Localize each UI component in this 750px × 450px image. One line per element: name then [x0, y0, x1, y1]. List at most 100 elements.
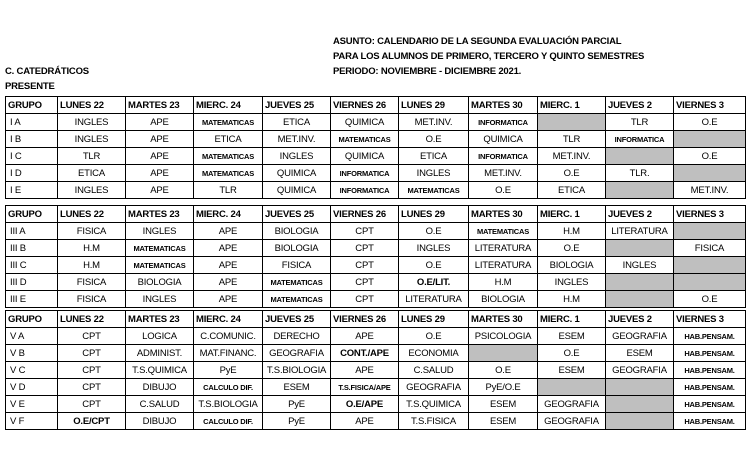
subject-cell: CALCULO DIF.	[193, 378, 263, 396]
subject-cell: GEOGRAFIA	[605, 361, 674, 379]
subject-cell: O.E	[398, 130, 469, 148]
subject-cell: INFORMATICA	[468, 147, 538, 165]
subject-cell: O.E	[537, 344, 606, 362]
subject-cell: QUIMICA	[262, 181, 331, 199]
table-row: III E FISICA INGLES APE MATEMATICAS CPT LITERA…	[5, 290, 746, 308]
subject-cell: FISICA	[57, 273, 126, 291]
group-cell: V A	[5, 327, 58, 345]
subject-cell: CPT	[330, 222, 399, 240]
column-header: LUNES 29	[398, 96, 469, 114]
subject-cell: ADMINIST.	[125, 344, 194, 362]
group-cell: III E	[5, 290, 58, 308]
subject-cell: PSICOLOGIA	[468, 327, 538, 345]
column-header: MIERC. 24	[193, 205, 263, 223]
column-header: MARTES 23	[125, 205, 194, 223]
column-header: VIERNES 26	[330, 96, 399, 114]
empty-cell	[605, 181, 674, 199]
subject-cell: TLR.	[605, 164, 674, 182]
subject-cell: INGLES	[605, 256, 674, 274]
subject-cell: O.E	[537, 239, 606, 257]
schedule-table-1: GRUPO LUNES 22 MARTES 23 MIERC. 24 JUEVES 25…	[5, 96, 746, 199]
subject-cell: ETICA	[193, 130, 263, 148]
subject-cell: O.E	[468, 181, 538, 199]
empty-cell	[673, 130, 746, 148]
subject-cell: C.SALUD	[398, 361, 469, 379]
empty-cell	[605, 147, 674, 165]
subject-cell: C.SALUD	[125, 395, 194, 413]
group-cell: I B	[5, 130, 58, 148]
subject-cell: QUIMICA	[330, 147, 399, 165]
table-row: III D FISICA BIOLOGIA APE MATEMATICAS CPT O.E/…	[5, 273, 746, 291]
recipient: C. CATEDRÁTICOS	[5, 66, 89, 77]
subject-cell: BIOLOGIA	[125, 273, 194, 291]
subject-cell: INGLES	[57, 113, 126, 131]
subject-cell: CONT./APE	[330, 344, 399, 362]
subject-cell: T.S.QUIMICA	[398, 395, 469, 413]
group-cell: V B	[5, 344, 58, 362]
subject-cell: ECONOMIA	[398, 344, 469, 362]
column-header: VIERNES 26	[330, 205, 399, 223]
subject-cell: PyE	[262, 395, 331, 413]
subject-cell: PyE	[262, 412, 331, 430]
table-row: V A CPT LOGICA C.COMUNIC. DERECHO APE O.E PSICO…	[5, 327, 746, 345]
subject-cell: LITERATURA	[398, 290, 469, 308]
subject-cell: HAB.PENSAM.	[673, 327, 746, 345]
subject-cell: INFORMATICA	[330, 181, 399, 199]
subject-cell: INGLES	[398, 164, 469, 182]
subject-cell: TLR	[193, 181, 263, 199]
subject-cell: PyE	[193, 361, 263, 379]
column-header: MARTES 23	[125, 310, 194, 328]
subject-cell: O.E	[673, 113, 746, 131]
subject-cell: C.COMUNIC.	[193, 327, 263, 345]
subject-cell: TLR	[57, 147, 126, 165]
subject-cell: CALCULO DIF.	[193, 412, 263, 430]
subject-cell: MET.INV.	[262, 130, 331, 148]
column-header: LUNES 29	[398, 310, 469, 328]
subject-line: ASUNTO: CALENDARIO DE LA SEGUNDA EVALUAC…	[333, 36, 622, 47]
column-header: JUEVES 2	[605, 96, 674, 114]
subject-cell: GEOGRAFIA	[398, 378, 469, 396]
subject-cell: APE	[125, 113, 194, 131]
group-cell: III B	[5, 239, 58, 257]
subject-cell: HAB.PENSAM.	[673, 361, 746, 379]
column-header: MIERC. 1	[537, 310, 606, 328]
table-row: I D ETICA APE MATEMATICAS QUIMICA INFORMATICA…	[5, 164, 746, 182]
subject-cell: DIBUJO	[125, 378, 194, 396]
header-row: GRUPO LUNES 22 MARTES 23 MIERC. 24 JUEVES 25…	[5, 205, 746, 223]
subject-cell: APE	[193, 273, 263, 291]
subject-cell: MATEMATICAS	[398, 181, 469, 199]
empty-cell	[673, 164, 746, 182]
subject-cell: MET.INV.	[398, 113, 469, 131]
subject-cell: APE	[193, 222, 263, 240]
subject-cell: ESEM	[537, 361, 606, 379]
subject-cell: BIOLOGIA	[262, 222, 331, 240]
subject-cell: MATEMATICAS	[468, 222, 538, 240]
column-header: VIERNES 26	[330, 310, 399, 328]
subject-cell: CPT	[330, 273, 399, 291]
column-header: LUNES 22	[57, 96, 126, 114]
subject-cell: CPT	[57, 344, 126, 362]
subject-cell: PyE/O.E	[468, 378, 538, 396]
table-row: I A INGLES APE MATEMATICAS ETICA QUIMICA MET.I…	[5, 113, 746, 131]
subject-cell: ESEM	[605, 344, 674, 362]
subject-cell: ESEM	[468, 412, 538, 430]
subject-cell: BIOLOGIA	[468, 290, 538, 308]
subject-cell: INGLES	[262, 147, 331, 165]
subject-cell: MATEMATICAS	[262, 273, 331, 291]
table-row: I B INGLES APE ETICA MET.INV. MATEMATICAS O.E Q…	[5, 130, 746, 148]
group-cell: I A	[5, 113, 58, 131]
subject-cell: QUIMICA	[262, 164, 331, 182]
subject-cell: O.E	[537, 164, 606, 182]
subject-cell: ETICA	[262, 113, 331, 131]
table-row: V F O.E/CPT DIBUJO CALCULO DIF. PyE APE T.S.FI…	[5, 412, 746, 430]
subject-cell: O.E/APE	[330, 395, 399, 413]
subject-cell: H.M	[468, 273, 538, 291]
column-header: LUNES 29	[398, 205, 469, 223]
subject-cell: LOGICA	[125, 327, 194, 345]
subject-cell: TLR	[537, 130, 606, 148]
subject-cell: MET.INV.	[537, 147, 606, 165]
subject-cell: O.E	[398, 222, 469, 240]
subject-cell: ESEM	[468, 395, 538, 413]
subject-cell: O.E	[468, 361, 538, 379]
subject-cell: T.S.FISICA/APE	[330, 378, 399, 396]
